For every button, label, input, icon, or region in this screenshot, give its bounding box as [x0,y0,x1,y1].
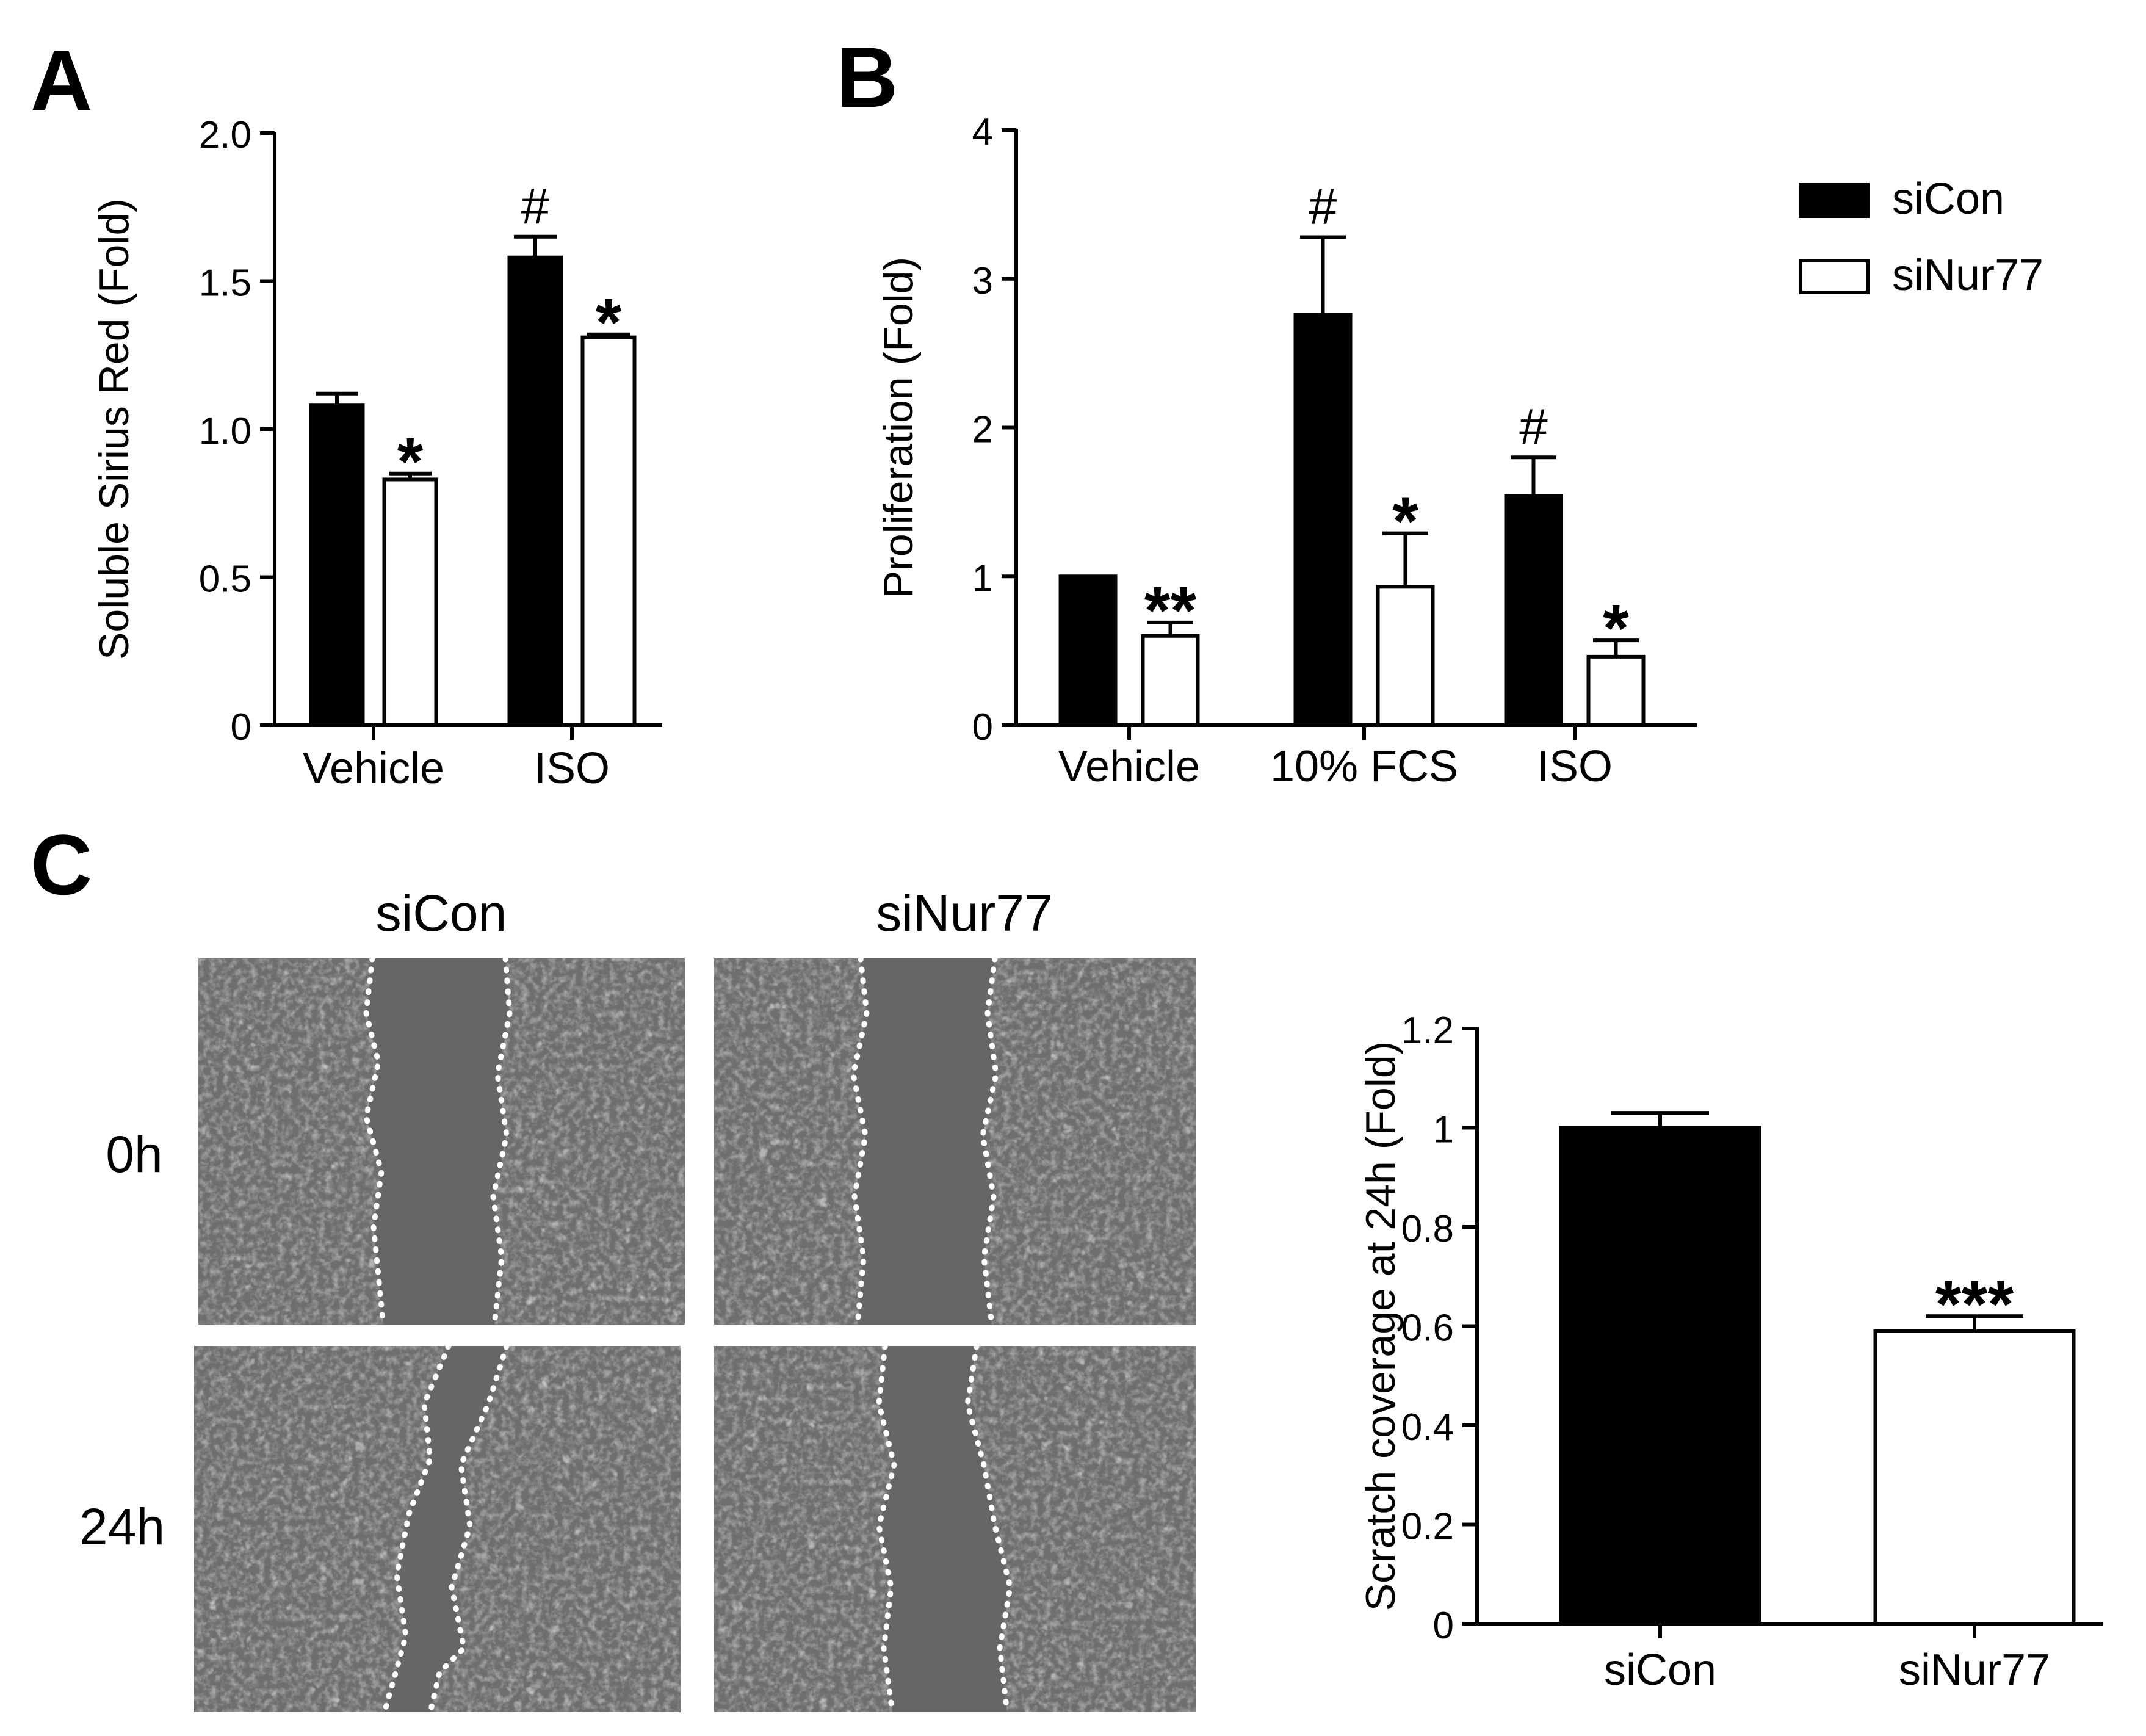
significance-mark: * [596,285,622,360]
x-category-label: ISO [534,744,610,793]
panel-letter-b: B [836,29,898,125]
legend: siCon siNur77 [1799,175,2043,300]
y-axis-title: Soluble Sirius Red (Fold) [91,198,137,660]
panel-letter-a: A [31,32,92,128]
chart-b: 0 1 2 3 4 Proliferation (Fold) Vehicle 10% FCS I… [875,111,1697,791]
significance-mark: # [1519,397,1548,455]
y-tick-label: 0 [1433,1605,1454,1647]
legend-label-sicon: siCon [1892,175,2004,223]
chart-a: 0 0.5 1.0 1.5 2.0 Soluble Sirius Red (Fold) Ve… [91,114,662,793]
scratch-edge-left [363,955,386,1328]
panel-letter-c: C [31,817,92,913]
y-tick-label: 1 [972,557,993,599]
bar [1293,313,1353,727]
scratch-edge-left [876,1343,897,1715]
significance-mark: * [1603,591,1629,666]
micrograph-sinur77-24h [714,1343,1196,1715]
scratch-edge-left [850,955,870,1328]
bar [1141,634,1200,727]
y-tick-label: 1.0 [199,410,251,452]
y-tick-label: 1.2 [1401,1010,1454,1052]
micrograph-sinur77-0h [714,955,1196,1328]
scratch-edge-right [964,1343,1013,1715]
micrograph-row-label-24h: 24h [79,1498,165,1555]
bar [580,335,637,727]
bar [1873,1329,2076,1626]
y-tick-label: 0.8 [1401,1208,1454,1250]
y-tick-label: 3 [972,260,993,302]
legend-swatch-sicon [1799,183,1870,218]
significance-mark: *** [1935,1267,2014,1342]
micrograph-grid: siCon siNur77 0h 24h [79,884,1196,1715]
y-tick-label: 4 [972,111,993,153]
x-category-label: Vehicle [303,744,444,793]
micrograph-column-label-sinur77: siNur77 [876,884,1052,942]
significance-mark: * [1392,484,1418,559]
micrograph-sicon-24h [194,1343,681,1715]
significance-mark: * [397,424,424,499]
legend-label-sinur77: siNur77 [1892,251,2043,300]
x-category-label: ISO [1537,742,1613,791]
micrograph-sicon-0h [198,955,685,1328]
y-tick-label: 0 [231,706,251,748]
y-tick-label: 0.6 [1401,1307,1454,1350]
legend-swatch-sinur77 [1799,259,1870,294]
y-tick-label: 0.4 [1401,1406,1454,1448]
bar [1058,574,1118,727]
y-tick-label: 0.5 [199,559,251,601]
scratch-edge-left [381,1343,452,1715]
y-tick-label: 1.5 [199,262,251,305]
significance-mark: # [1309,178,1337,235]
scratch-edge-right [980,955,999,1328]
y-tick-label: 0 [972,706,993,748]
y-axis-title: Scratch coverage at 24h (Fold) [1357,1041,1404,1611]
micrograph-row-label-0h: 0h [106,1126,162,1183]
x-category-label: siCon [1604,1646,1716,1694]
scratch-edge-right [427,1343,510,1715]
y-tick-label: 2.0 [199,114,251,156]
bar [1559,1126,1761,1626]
x-category-label: siNur77 [1899,1646,2050,1694]
bar [1504,494,1563,727]
scratch-edge-right [490,955,513,1328]
bar [382,477,438,727]
bar [309,403,365,727]
y-tick-label: 0.2 [1401,1506,1454,1548]
y-tick-label: 2 [972,409,993,451]
micrograph-column-label-sicon: siCon [376,884,507,942]
y-axis-title: Proliferation (Fold) [875,257,922,598]
bar [507,255,563,727]
y-tick-label: 1 [1433,1109,1454,1151]
bar [1586,654,1646,727]
significance-mark: # [521,177,550,234]
x-category-label: 10% FCS [1270,742,1458,791]
significance-mark: ** [1144,573,1197,648]
bar [1376,585,1435,727]
x-category-label: Vehicle [1058,742,1200,791]
